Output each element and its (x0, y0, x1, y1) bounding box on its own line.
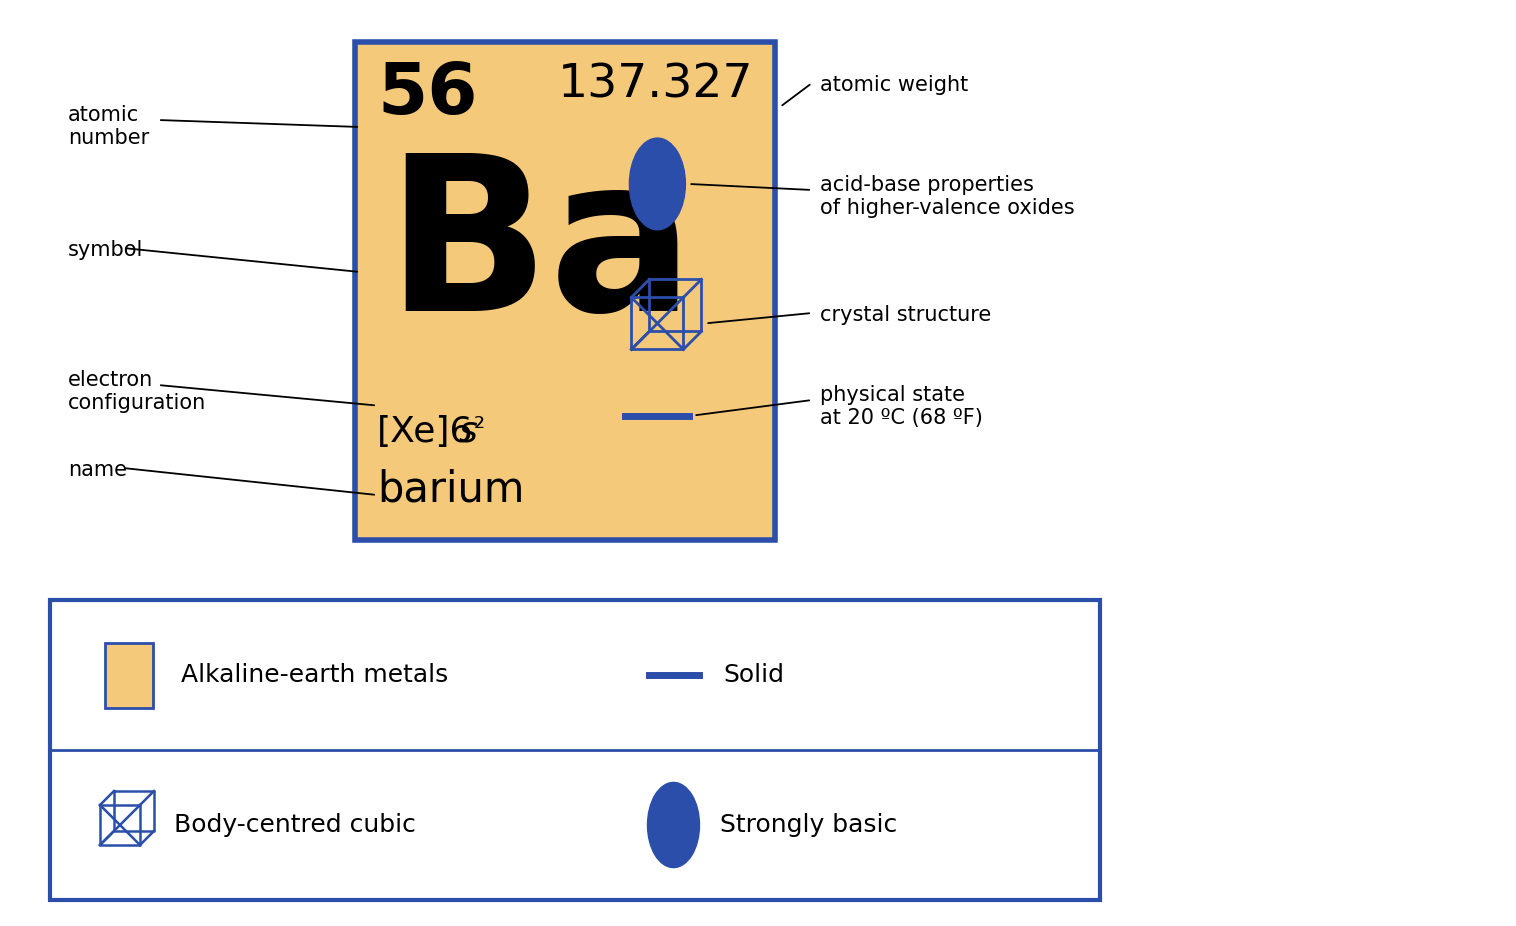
Text: 56: 56 (377, 60, 478, 129)
Text: symbol: symbol (68, 240, 144, 260)
Text: barium: barium (377, 468, 525, 510)
Text: s: s (459, 415, 478, 449)
Text: physical state
at 20 ºC (68 ºF): physical state at 20 ºC (68 ºF) (820, 385, 982, 428)
Text: atomic weight: atomic weight (820, 75, 969, 95)
FancyBboxPatch shape (50, 600, 1101, 900)
Text: Alkaline-earth metals: Alkaline-earth metals (180, 663, 449, 687)
Text: ²: ² (475, 415, 485, 443)
Text: [Xe]6: [Xe]6 (377, 415, 473, 449)
Text: Strongly basic: Strongly basic (720, 813, 897, 837)
Text: Body-centred cubic: Body-centred cubic (174, 813, 415, 837)
Text: atomic
number: atomic number (68, 105, 149, 148)
Text: crystal structure: crystal structure (820, 305, 991, 325)
Text: Solid: Solid (723, 663, 784, 687)
FancyBboxPatch shape (105, 643, 153, 707)
Ellipse shape (647, 782, 699, 868)
FancyBboxPatch shape (355, 42, 775, 540)
Text: acid-base properties
of higher-valence oxides: acid-base properties of higher-valence o… (820, 175, 1075, 219)
Ellipse shape (629, 138, 685, 230)
Text: 137.327: 137.327 (558, 62, 753, 107)
Text: Ba: Ba (385, 147, 694, 356)
Text: name: name (68, 460, 127, 480)
Text: electron
configuration: electron configuration (68, 370, 206, 413)
